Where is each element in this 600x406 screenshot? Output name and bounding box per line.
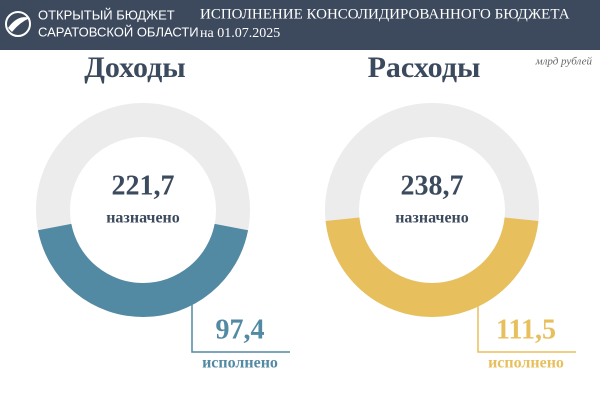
donut-arc xyxy=(325,217,539,317)
executed-value: 97,4 xyxy=(216,314,265,345)
header-bar xyxy=(0,0,600,50)
header-title: ИСПОЛНЕНИЕ КОНСОЛИДИРОВАННОГО БЮДЖЕТА xyxy=(200,6,570,22)
callout-line xyxy=(477,300,576,353)
logo-icon xyxy=(5,11,31,37)
callout-line xyxy=(191,300,290,353)
donut-arc xyxy=(37,223,249,317)
total-label: назначено xyxy=(395,210,469,227)
executed-label: исполнено xyxy=(488,355,564,372)
total-label: назначено xyxy=(106,210,180,227)
logo-text: ОТКРЫТЫЙ БЮДЖЕТ xyxy=(38,7,175,22)
unit-note: млрд рублей xyxy=(535,56,593,68)
header-date: на 01.07.2025 xyxy=(200,26,280,41)
chart-title: Доходы xyxy=(84,51,185,84)
executed-label: исполнено xyxy=(202,355,278,372)
total-value: 221,7 xyxy=(112,170,175,201)
executed-value: 111,5 xyxy=(496,314,556,345)
chart-title: Расходы xyxy=(368,51,481,84)
logo-text: САРАТОВСКОЙ ОБЛАСТИ xyxy=(38,24,199,39)
total-value: 238,7 xyxy=(401,170,464,201)
